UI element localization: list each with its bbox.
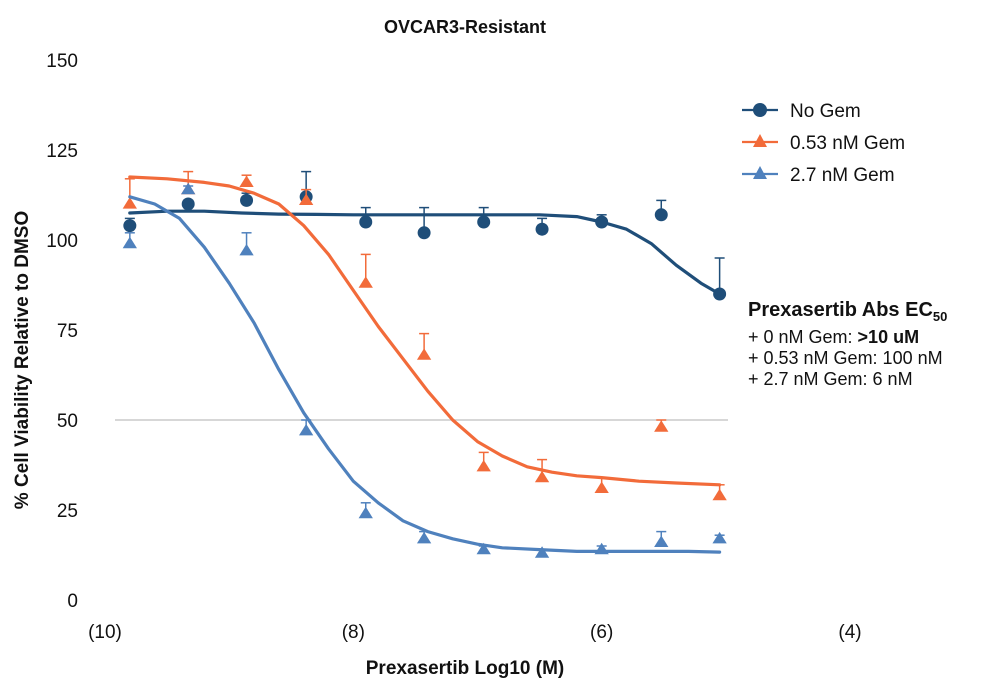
series-2-point-2 (239, 243, 254, 256)
annotation-line-2: + 0.53 nM Gem: 100 nM (748, 348, 943, 368)
annotation-title: Prexasertib Abs EC50 (748, 300, 988, 327)
series-1-point-9 (654, 420, 669, 432)
series-2-point-9 (654, 535, 669, 548)
y-tick-label-125: 125 (46, 141, 78, 162)
legend-label-1: 0.53 nM Gem (790, 133, 905, 154)
x-tick-label-2: (6) (590, 622, 613, 643)
legend-marker-0 (753, 103, 767, 117)
x-tick-label-0: (10) (88, 622, 122, 643)
series-2-point-10 (712, 531, 727, 544)
series-0-point-0 (123, 219, 137, 233)
ec50-annotation: Prexasertib Abs EC50 + 0 nM Gem: >10 uM … (748, 300, 988, 390)
series-1-point-3 (299, 193, 314, 206)
y-tick-label-0: 0 (67, 591, 78, 612)
x-tick-label-1: (8) (342, 622, 365, 643)
series-0-point-4 (359, 215, 373, 229)
series-0-point-8 (595, 215, 609, 229)
series-2-point-8 (594, 542, 609, 555)
y-axis-title: % Cell Viability Relative to DMSO (12, 211, 33, 509)
series-0-point-9 (654, 208, 668, 222)
y-tick-label-25: 25 (57, 501, 78, 522)
y-tick-label-100: 100 (46, 231, 78, 252)
annotation-line-1-prefix: + 0 nM Gem: (748, 327, 858, 347)
annotation-line-1-value: >10 uM (857, 327, 920, 347)
series-0-point-10 (713, 287, 727, 301)
series-1-point-5 (416, 348, 432, 360)
annotation-title-subscript: 50 (932, 309, 948, 324)
series-0-point-6 (477, 215, 491, 229)
series-0-point-7 (535, 222, 549, 236)
legend-marker-2 (753, 166, 767, 179)
series-0-point-5 (417, 226, 431, 240)
annotation-title-main: Prexasertib Abs EC (748, 299, 933, 321)
annotation-line-1: + 0 nM Gem: >10 uM (748, 327, 988, 348)
series-1-point-2 (239, 175, 254, 188)
series-2-point-5 (416, 531, 432, 544)
series-1-point-10 (712, 488, 727, 501)
series-2-point-0 (122, 236, 137, 249)
series-2-point-7 (534, 546, 550, 558)
series-2-point-1 (181, 182, 196, 195)
y-tick-label-50: 50 (57, 411, 78, 432)
legend-label-0: No Gem (790, 101, 861, 122)
chart-title: OVCAR3-Resistant (384, 17, 546, 37)
series-1-point-0 (122, 197, 137, 209)
series-0-point-1 (181, 197, 195, 211)
y-tick-label-150: 150 (46, 51, 78, 72)
x-tick-label-3: (4) (838, 622, 861, 643)
x-axis-title: Prexasertib Log10 (M) (366, 658, 565, 679)
series-1-point-7 (534, 470, 550, 483)
series-1-point-6 (476, 459, 491, 472)
annotation-line-3: + 2.7 nM Gem: 6 nM (748, 369, 913, 389)
legend-marker-1 (753, 134, 767, 147)
y-tick-label-75: 75 (57, 321, 78, 342)
series-1-fit-curve (128, 175, 722, 487)
series-2-point-6 (476, 542, 491, 555)
series-0-point-2 (240, 193, 254, 207)
series-0-fit-curve (128, 209, 722, 296)
series-2-point-3 (299, 423, 314, 436)
legend-label-2: 2.7 nM Gem (790, 165, 895, 186)
series-2-point-4 (358, 506, 373, 519)
series-1-point-4 (358, 276, 373, 288)
series-1-point-8 (594, 481, 609, 494)
series-2-fit-curve (128, 195, 722, 554)
